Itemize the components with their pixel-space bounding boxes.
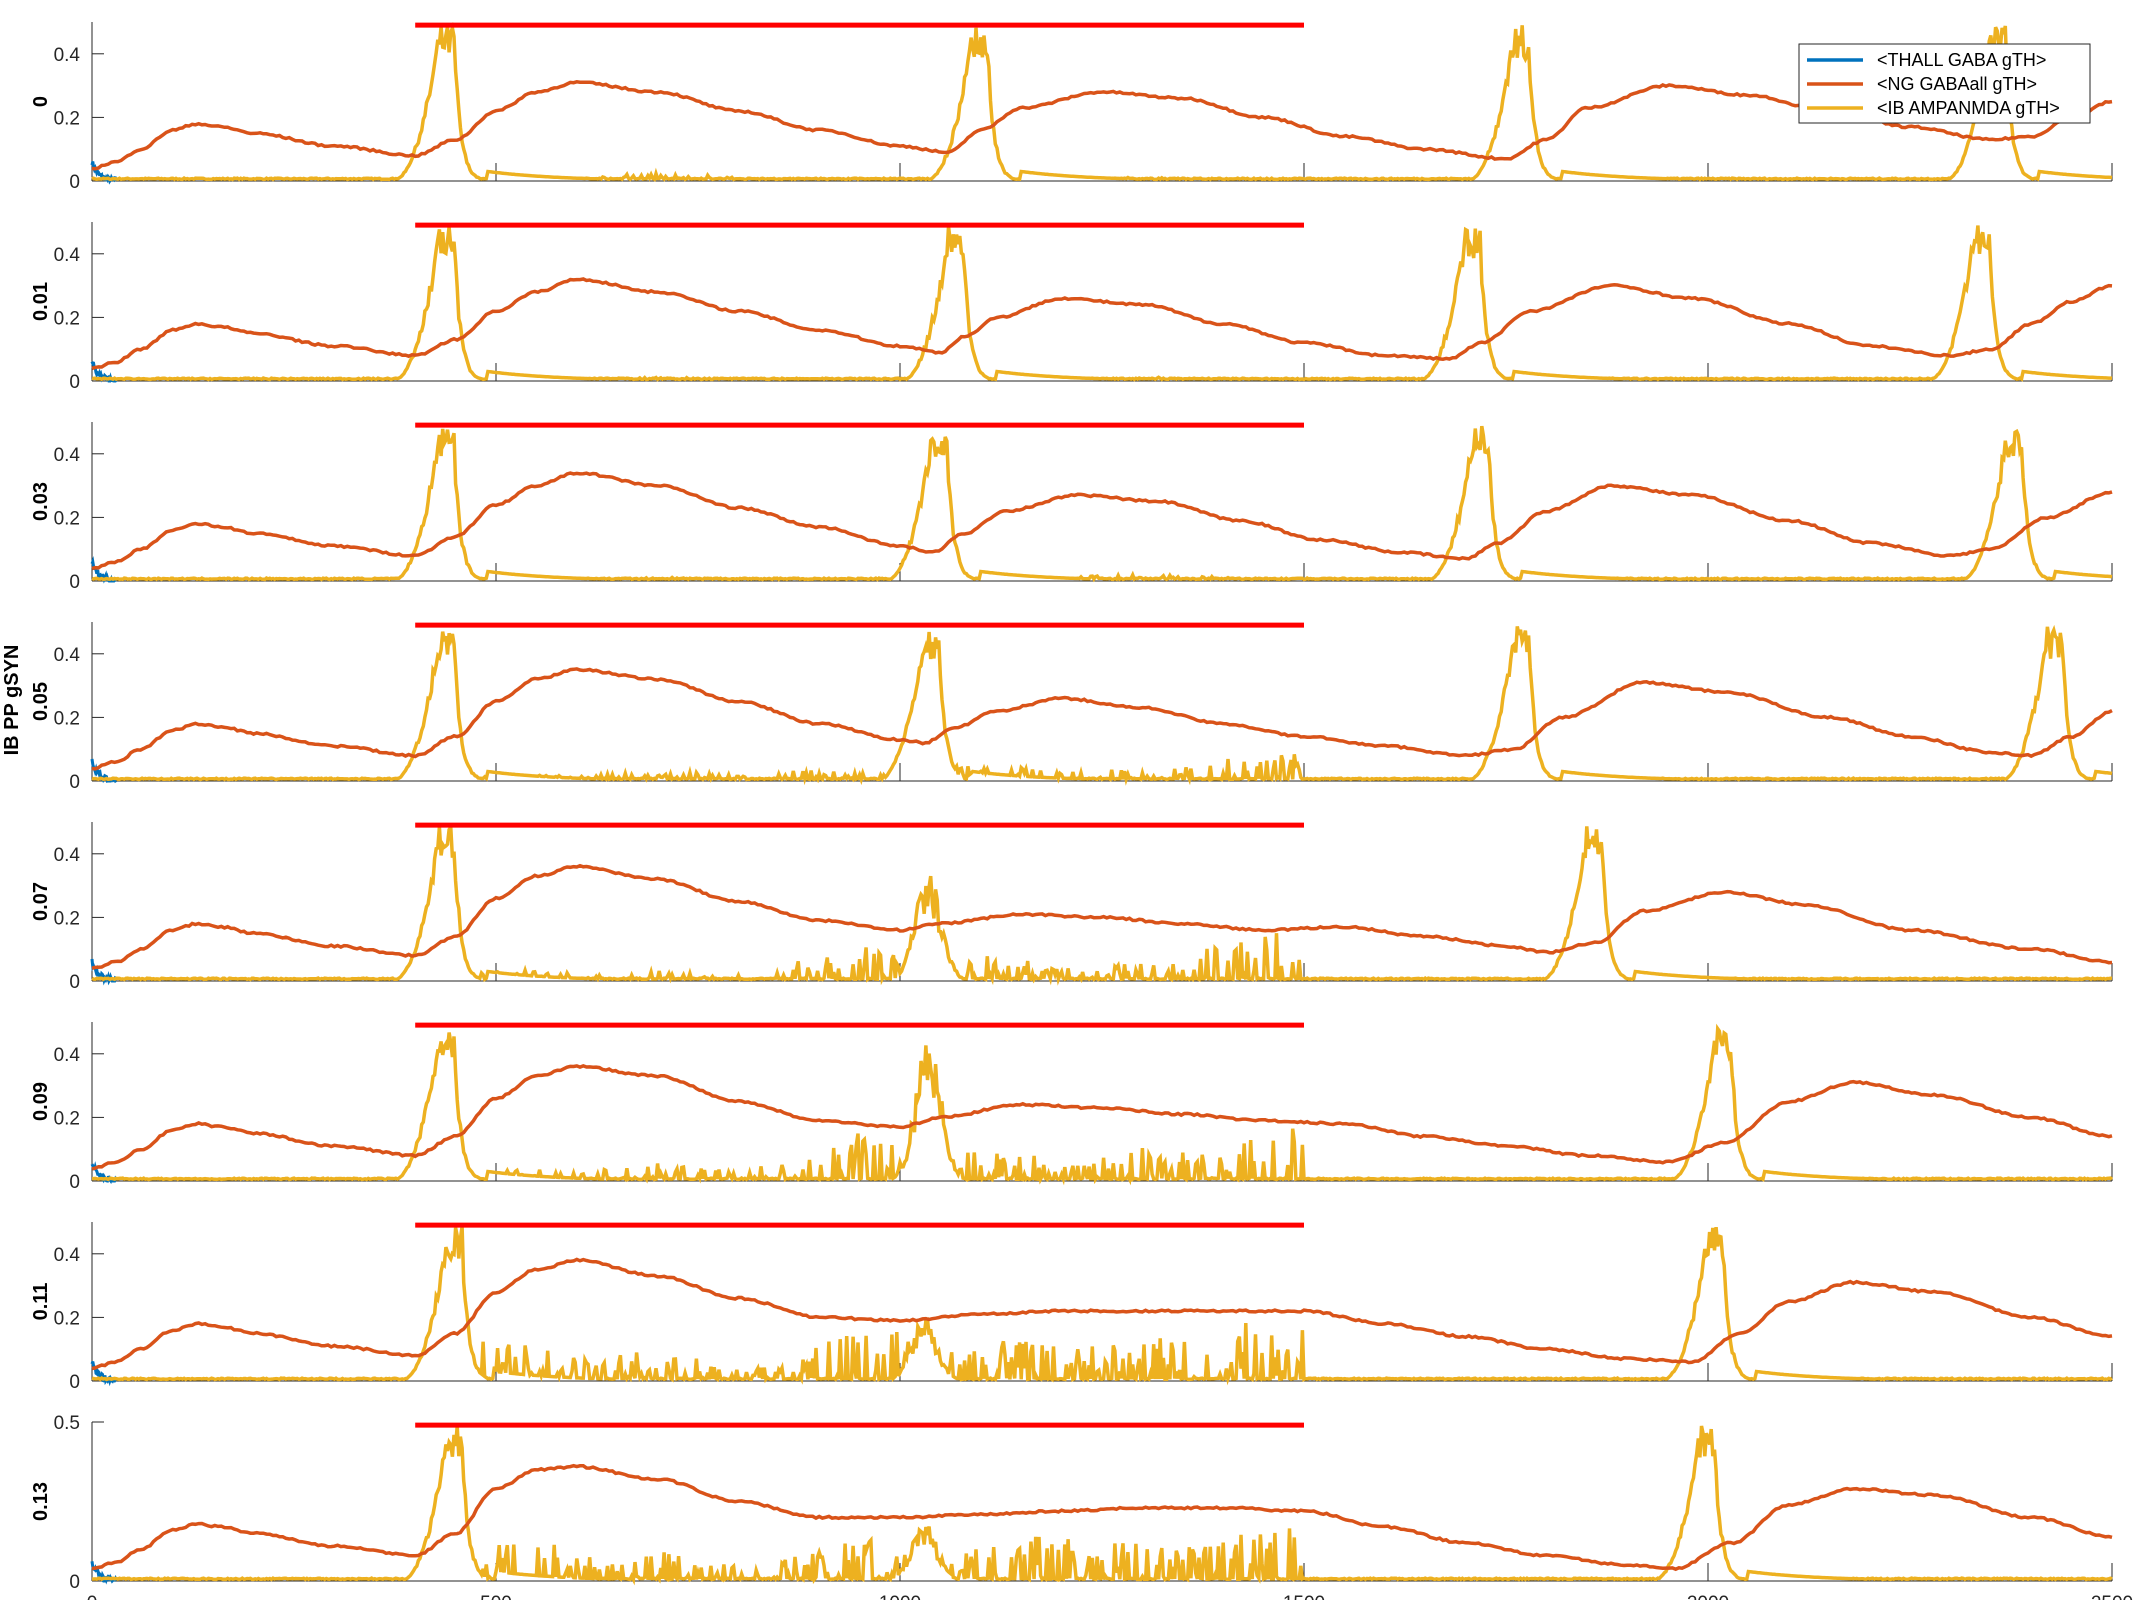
panel-7: 0 0.5 0.13 (30, 1413, 2113, 1593)
x-tick-label: 1500 (1283, 1593, 1325, 1600)
x-tick-label: 0 (87, 1593, 98, 1600)
series-ng-gabaall (91, 667, 2113, 771)
legend-label: <THALL GABA gTH> (1877, 50, 2046, 70)
panel-5: 0 0.2 0.40.09 (30, 1022, 2114, 1193)
y-tick-label: 0.4 (54, 645, 81, 666)
y-tick-label: 0.2 (54, 308, 80, 329)
series-ib-ampanmda (91, 225, 2113, 382)
panel-0: 00.20.40 (30, 21, 2113, 193)
y-tick-label: 0.2 (54, 508, 80, 529)
x-tick-label: 1000 (879, 1593, 921, 1600)
y-tick-label: 0 (69, 1372, 80, 1393)
y-tick-label: 0 (69, 572, 80, 593)
x-tick-label: 500 (480, 1593, 512, 1600)
panel-4: 0 0.2 0.40.07 (30, 822, 2113, 993)
series-thall-gaba (90, 1361, 118, 1387)
y-tick-label: 0.4 (54, 845, 81, 866)
y-tick-label: 0.4 (54, 1245, 81, 1266)
panel-label: 0.05 (30, 682, 52, 721)
panels: 00.20.4000.20.40.0100.20.40.0300.20.40.0… (30, 21, 2114, 1593)
series-ng-gabaall (91, 1064, 2113, 1171)
panel-label: 0.09 (30, 1082, 52, 1121)
series-ib-ampanmda (91, 1225, 2113, 1386)
y-tick-label: 0.2 (54, 908, 80, 929)
y-tick-label: 0.2 (54, 1108, 80, 1129)
x-axis: 0 500 1000 1500 2000 2500 (87, 1593, 2133, 1600)
x-tick-label: 2000 (1687, 1593, 1729, 1600)
y-tick-label: 0.2 (54, 708, 80, 729)
panel-1: 0 0.2 0.40.01 (30, 222, 2113, 393)
panel-label: 0.03 (30, 482, 52, 521)
series-ng-gabaall (91, 1463, 2113, 1572)
y-tick-label: 0.4 (54, 245, 81, 266)
panel-label: 0.07 (30, 882, 52, 921)
y-tick-label: 0.2 (54, 108, 80, 129)
series-ng-gabaall (91, 80, 2113, 171)
series-ib-ampanmda (91, 823, 2113, 986)
series-ib-ampanmda (91, 425, 2113, 583)
y-tick-label: 0.4 (54, 1045, 81, 1066)
x-tick-label: 2500 (2091, 1593, 2133, 1600)
series-ng-gabaall (91, 863, 2113, 970)
legend-label: <NG GABAall gTH> (1877, 74, 2037, 94)
y-tick-label: 0 (69, 172, 80, 193)
panel-label: 0 (30, 96, 52, 107)
y-tick-label: 0 (69, 372, 80, 393)
panel-3: 0 0.2 0.40.05 (30, 622, 2113, 793)
y-tick-label: 0.4 (54, 45, 81, 66)
y-tick-label: 0.4 (54, 445, 81, 466)
legend: <THALL GABA gTH> <NG GABAall gTH> <IB AMPA… (1798, 43, 2091, 124)
y-tick-label: 0.2 (54, 1308, 80, 1329)
series-ib-ampanmda (91, 624, 2113, 786)
legend-label: <IB AMPANMDA gTH> (1877, 98, 2060, 118)
y-tick-label: 0 (69, 972, 80, 993)
y-tick-label: 0 (69, 772, 80, 793)
y-tick-label: 0 (69, 1172, 80, 1193)
series-ng-gabaall (91, 471, 2113, 571)
series-ib-ampanmda (91, 1425, 2113, 1586)
series-ng-gabaall (91, 1257, 2113, 1371)
panel-label: 0.01 (30, 282, 52, 321)
y-tick-label: 0.5 (54, 1413, 80, 1434)
panel-6: 0 0.2 0.40.11 (30, 1222, 2113, 1393)
y-axis-label: IB PP gSYN (1, 645, 23, 756)
series-ib-ampanmda (92, 1023, 2114, 1186)
y-tick-label: 0 (69, 1572, 80, 1593)
series-thall-gaba (90, 1161, 118, 1185)
series-ng-gabaall (91, 277, 2113, 371)
series-ib-ampanmda (91, 21, 2113, 182)
panel-label: 0.11 (30, 1283, 52, 1321)
panel-2: 0 0.2 0.40.03 (30, 422, 2113, 593)
series-thall-gaba (90, 1561, 118, 1585)
panel-label: 0.13 (30, 1482, 52, 1521)
